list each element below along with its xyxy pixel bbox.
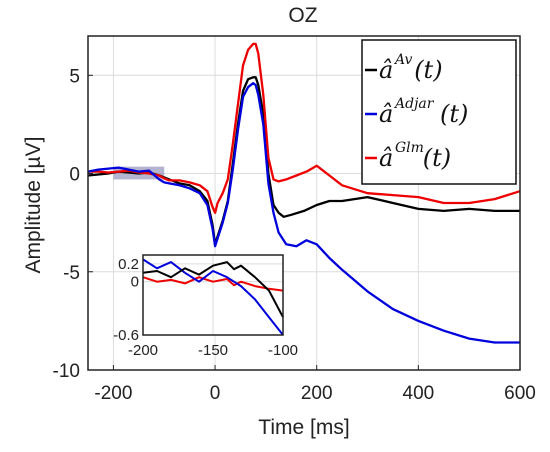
legend-entry-base: â bbox=[379, 100, 393, 128]
chart-title: OZ bbox=[288, 4, 317, 27]
legend-box bbox=[361, 39, 517, 185]
inset-y-tick-label: 0 bbox=[131, 274, 139, 291]
series-line-2 bbox=[88, 42, 521, 214]
y-tick-label: -10 bbox=[53, 361, 80, 382]
x-ticks: -200 0 200 400 600 bbox=[94, 365, 536, 404]
y-tick-label: 5 bbox=[69, 66, 80, 87]
inset-x-tick-label: -100 bbox=[268, 342, 298, 359]
series-layer bbox=[87, 42, 521, 344]
legend-entry-sup: Adjar bbox=[393, 96, 435, 112]
legend-entry-tail: (t) bbox=[423, 144, 451, 172]
legend-entry-tail: (t) bbox=[414, 56, 442, 84]
inset-plot: -200 -150 -100 0.20 -0.6 bbox=[113, 254, 298, 359]
legend-entry-sup: Glm bbox=[395, 140, 424, 156]
plot-frame bbox=[87, 35, 521, 371]
x-tick-label: 0 bbox=[210, 383, 221, 404]
series-line-1 bbox=[87, 82, 520, 344]
inset-y-tick-label: -0.6 bbox=[113, 327, 139, 344]
y-tick-label: -5 bbox=[63, 263, 80, 284]
legend: â Av (t)â Adjar (t)â Glm(t) bbox=[361, 39, 517, 185]
x-axis-label: Time [ms] bbox=[258, 416, 349, 439]
legend-entry-sup: Av bbox=[393, 52, 413, 68]
legend-entry-base: â bbox=[379, 56, 393, 84]
x-tick-label: 600 bbox=[504, 383, 536, 404]
inset-x-tick-label: -150 bbox=[198, 342, 228, 359]
inset-x-tick-label: -200 bbox=[128, 342, 158, 359]
x-tick-label: 200 bbox=[301, 383, 333, 404]
y-ticks: -10 -5 0 5 bbox=[53, 66, 93, 382]
inset-frame bbox=[142, 254, 284, 336]
legend-entry-base: â bbox=[379, 144, 393, 172]
x-tick-label: 400 bbox=[403, 383, 435, 404]
inset-series-line-1 bbox=[142, 258, 284, 336]
inset-series-line-0 bbox=[142, 261, 284, 318]
inset-series-line-2 bbox=[142, 276, 284, 292]
y-tick-label: 0 bbox=[69, 165, 80, 186]
legend-entry-tail: (t) bbox=[440, 100, 468, 128]
y-axis-label: Amplitude [µV] bbox=[22, 137, 45, 274]
x-tick-label: -200 bbox=[94, 383, 132, 404]
inset-y-tick-label: 0.2 bbox=[118, 256, 139, 273]
